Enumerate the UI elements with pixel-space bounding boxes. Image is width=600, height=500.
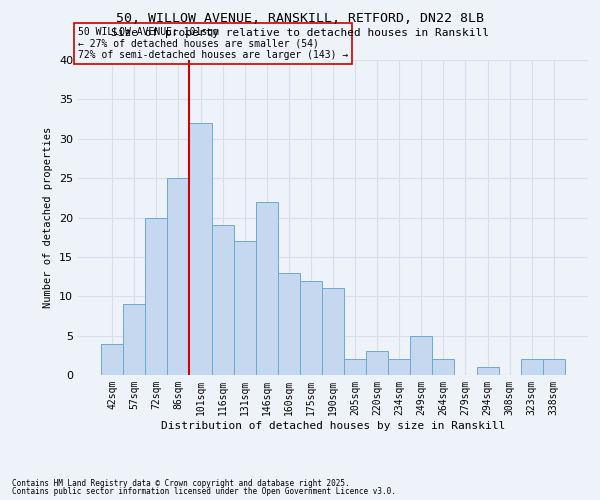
Bar: [123, 304, 145, 375]
Bar: [410, 336, 433, 375]
Text: 50, WILLOW AVENUE, RANSKILL, RETFORD, DN22 8LB: 50, WILLOW AVENUE, RANSKILL, RETFORD, DN…: [116, 12, 484, 26]
Text: 50 WILLOW AVENUE: 101sqm
← 27% of detached houses are smaller (54)
72% of semi-d: 50 WILLOW AVENUE: 101sqm ← 27% of detach…: [78, 27, 348, 60]
Y-axis label: Number of detached properties: Number of detached properties: [43, 127, 53, 308]
Bar: [256, 202, 278, 375]
Bar: [521, 359, 543, 375]
Bar: [145, 218, 167, 375]
Text: Contains HM Land Registry data © Crown copyright and database right 2025.: Contains HM Land Registry data © Crown c…: [12, 478, 350, 488]
Bar: [278, 272, 300, 375]
Bar: [233, 241, 256, 375]
Text: Contains public sector information licensed under the Open Government Licence v3: Contains public sector information licen…: [12, 487, 396, 496]
Bar: [167, 178, 190, 375]
Bar: [366, 352, 388, 375]
X-axis label: Distribution of detached houses by size in Ranskill: Distribution of detached houses by size …: [161, 420, 505, 430]
Bar: [344, 359, 366, 375]
Bar: [300, 280, 322, 375]
Bar: [476, 367, 499, 375]
Bar: [190, 123, 212, 375]
Bar: [388, 359, 410, 375]
Bar: [433, 359, 454, 375]
Text: Size of property relative to detached houses in Ranskill: Size of property relative to detached ho…: [111, 28, 489, 38]
Bar: [322, 288, 344, 375]
Bar: [212, 226, 233, 375]
Bar: [543, 359, 565, 375]
Bar: [101, 344, 123, 375]
